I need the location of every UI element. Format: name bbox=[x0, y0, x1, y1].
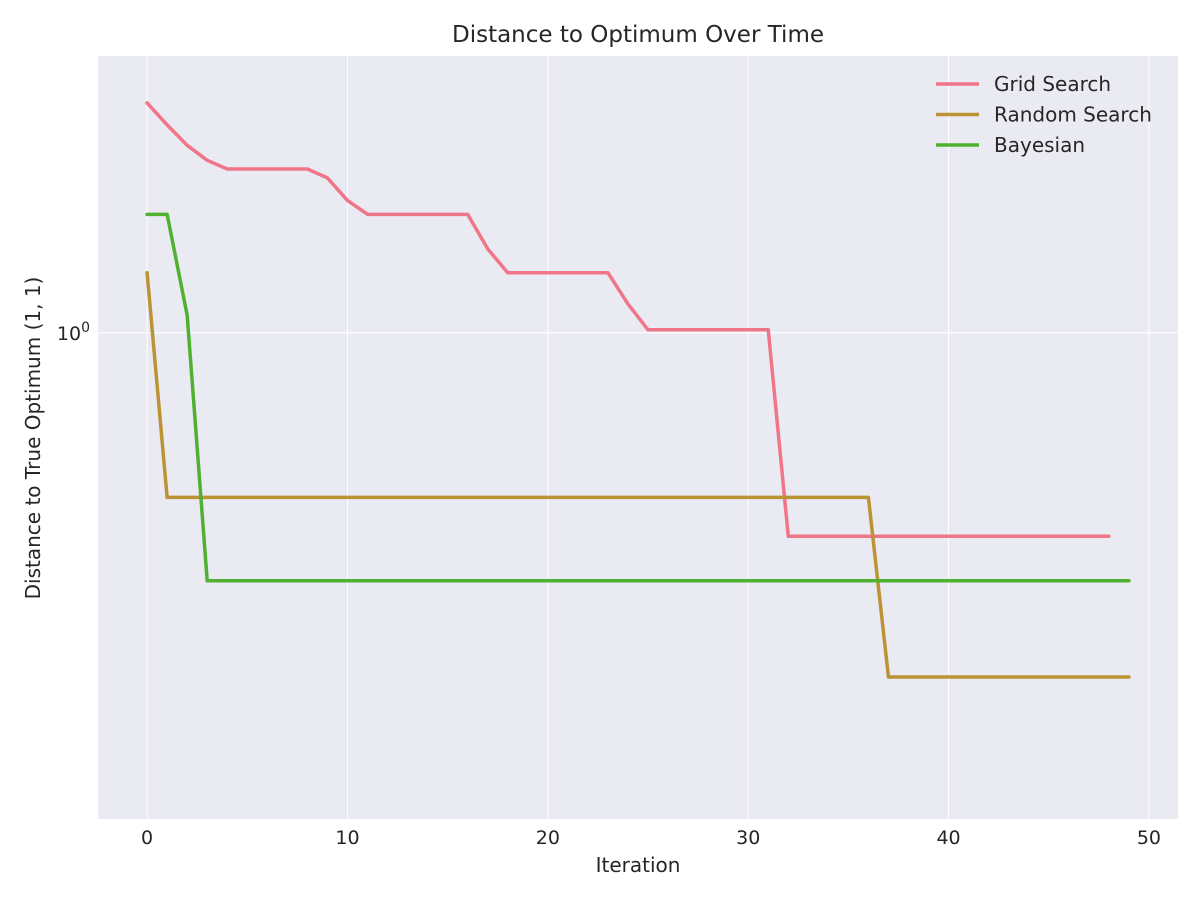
y-axis-ticks: 100 bbox=[57, 320, 90, 345]
series-lines bbox=[145, 101, 1131, 679]
x-tick-label: 30 bbox=[736, 827, 760, 849]
x-axis-ticks: 0 10 20 30 40 50 bbox=[141, 827, 1161, 849]
legend: Grid Search Random Search Bayesian bbox=[936, 72, 1152, 157]
series-line-random-search bbox=[145, 270, 1131, 679]
legend-item: Grid Search bbox=[936, 72, 1111, 96]
plot-area bbox=[98, 56, 1178, 819]
legend-label: Grid Search bbox=[994, 72, 1111, 96]
y-tick-label: 100 bbox=[57, 320, 90, 345]
x-tick-label: 20 bbox=[536, 827, 560, 849]
y-axis-label: Distance to True Optimum (1, 1) bbox=[21, 277, 45, 600]
x-tick-label: 0 bbox=[141, 827, 153, 849]
legend-label: Bayesian bbox=[994, 133, 1085, 157]
legend-label: Random Search bbox=[994, 103, 1152, 127]
x-axis-label: Iteration bbox=[596, 853, 681, 877]
series-line-bayesian bbox=[145, 212, 1131, 583]
grid bbox=[98, 56, 1178, 819]
series-line-grid-search bbox=[145, 101, 1111, 538]
x-tick-label: 50 bbox=[1137, 827, 1161, 849]
legend-item: Bayesian bbox=[936, 133, 1085, 157]
x-tick-label: 40 bbox=[936, 827, 960, 849]
x-tick-label: 10 bbox=[335, 827, 359, 849]
chart-title: Distance to Optimum Over Time bbox=[452, 22, 824, 48]
legend-item: Random Search bbox=[936, 103, 1152, 127]
